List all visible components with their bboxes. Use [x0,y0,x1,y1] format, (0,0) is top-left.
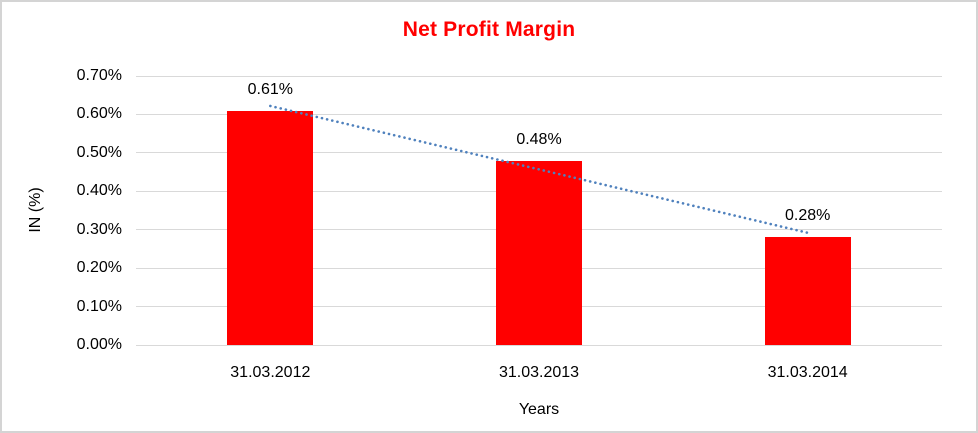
bar-value-label: 0.48% [516,130,562,148]
x-tick-label: 31.03.2013 [498,364,580,381]
y-tick-label: 0.10% [76,297,122,315]
y-tick-label: 0.00% [76,336,122,353]
gridline [136,344,942,346]
bar [496,160,582,345]
trendline-svg [269,104,809,235]
x-axis-title: Years [518,401,560,418]
y-tick-label: 0.50% [76,143,122,161]
y-tick-label: 0.20% [76,259,122,277]
y-tick-label: 0.70% [76,67,122,84]
plot-area [136,75,942,346]
y-tick-label: 0.60% [76,105,122,123]
bar [227,110,314,345]
chart-title: Net Profit Margin [402,18,576,41]
gridline [136,113,942,115]
bar-value-label: 0.61% [247,80,294,98]
y-axis-title: IN (%) [27,187,44,233]
gridline [136,152,942,154]
x-tick-label: 31.03.2014 [767,364,848,381]
bar-value-label: 0.28% [784,207,831,225]
gridline [136,75,942,77]
y-tick-label: 0.40% [76,182,122,200]
x-tick-label: 31.03.2012 [230,364,311,381]
trendline [269,104,809,235]
bar [764,237,851,345]
y-tick-label: 0.30% [76,220,122,238]
